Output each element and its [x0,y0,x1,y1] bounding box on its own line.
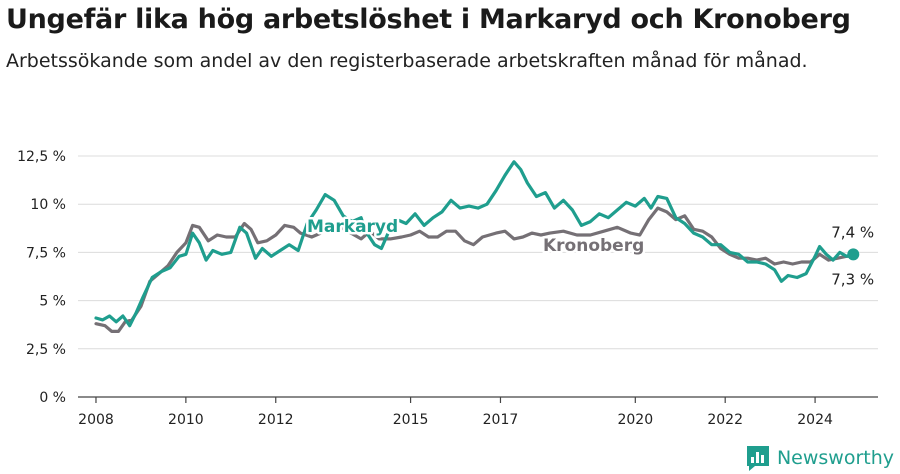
y-tick-label: 7,5 % [26,245,66,261]
y-axis-ticks: 0 % 2,5 % 5 % 7,5 % 10 % 12,5 % [17,149,66,406]
y-tick-label: 0 % [39,390,66,406]
y-tick-label: 2,5 % [26,342,66,358]
value-label-kronoberg: 7,3 % [831,270,874,288]
x-tick-label: 2022 [707,412,743,428]
y-tick-label: 12,5 % [17,149,66,165]
x-axis-ticks: 2008 2010 2012 2015 2017 2020 2022 2024 [78,397,833,428]
x-tick-label: 2024 [797,412,833,428]
series-label-kronoberg-halo: Kronoberg [543,236,644,256]
newsworthy-logo-icon [746,446,769,471]
x-tick-label: 2017 [483,412,519,428]
x-tick-label: 2008 [78,412,114,428]
chart-subtitle: Arbetssökande som andel av den registerb… [6,50,808,72]
gridlines [78,155,878,398]
x-tick-label: 2010 [168,412,204,428]
x-tick-label: 2015 [393,412,429,428]
x-tick-label: 2012 [258,412,294,428]
end-point-marker [847,248,860,261]
series-line-kronoberg [94,206,855,333]
brand-name: Newsworthy [776,447,894,469]
y-tick-label: 10 % [30,197,66,213]
series-label-kronoberg: Kronoberg [543,236,644,256]
value-label-markaryd: 7,4 % [831,223,874,241]
brand: Newsworthy [745,444,894,472]
x-tick-label: 2020 [617,412,653,428]
series-lines [94,160,860,333]
series-line-markaryd [94,160,855,328]
y-tick-label: 5 % [39,294,66,310]
series-label-markaryd-halo: Markaryd [307,217,398,237]
chart-title: Ungefär lika hög arbetslöshet i Markaryd… [6,4,851,35]
series-label-markaryd: Markaryd [307,217,398,237]
